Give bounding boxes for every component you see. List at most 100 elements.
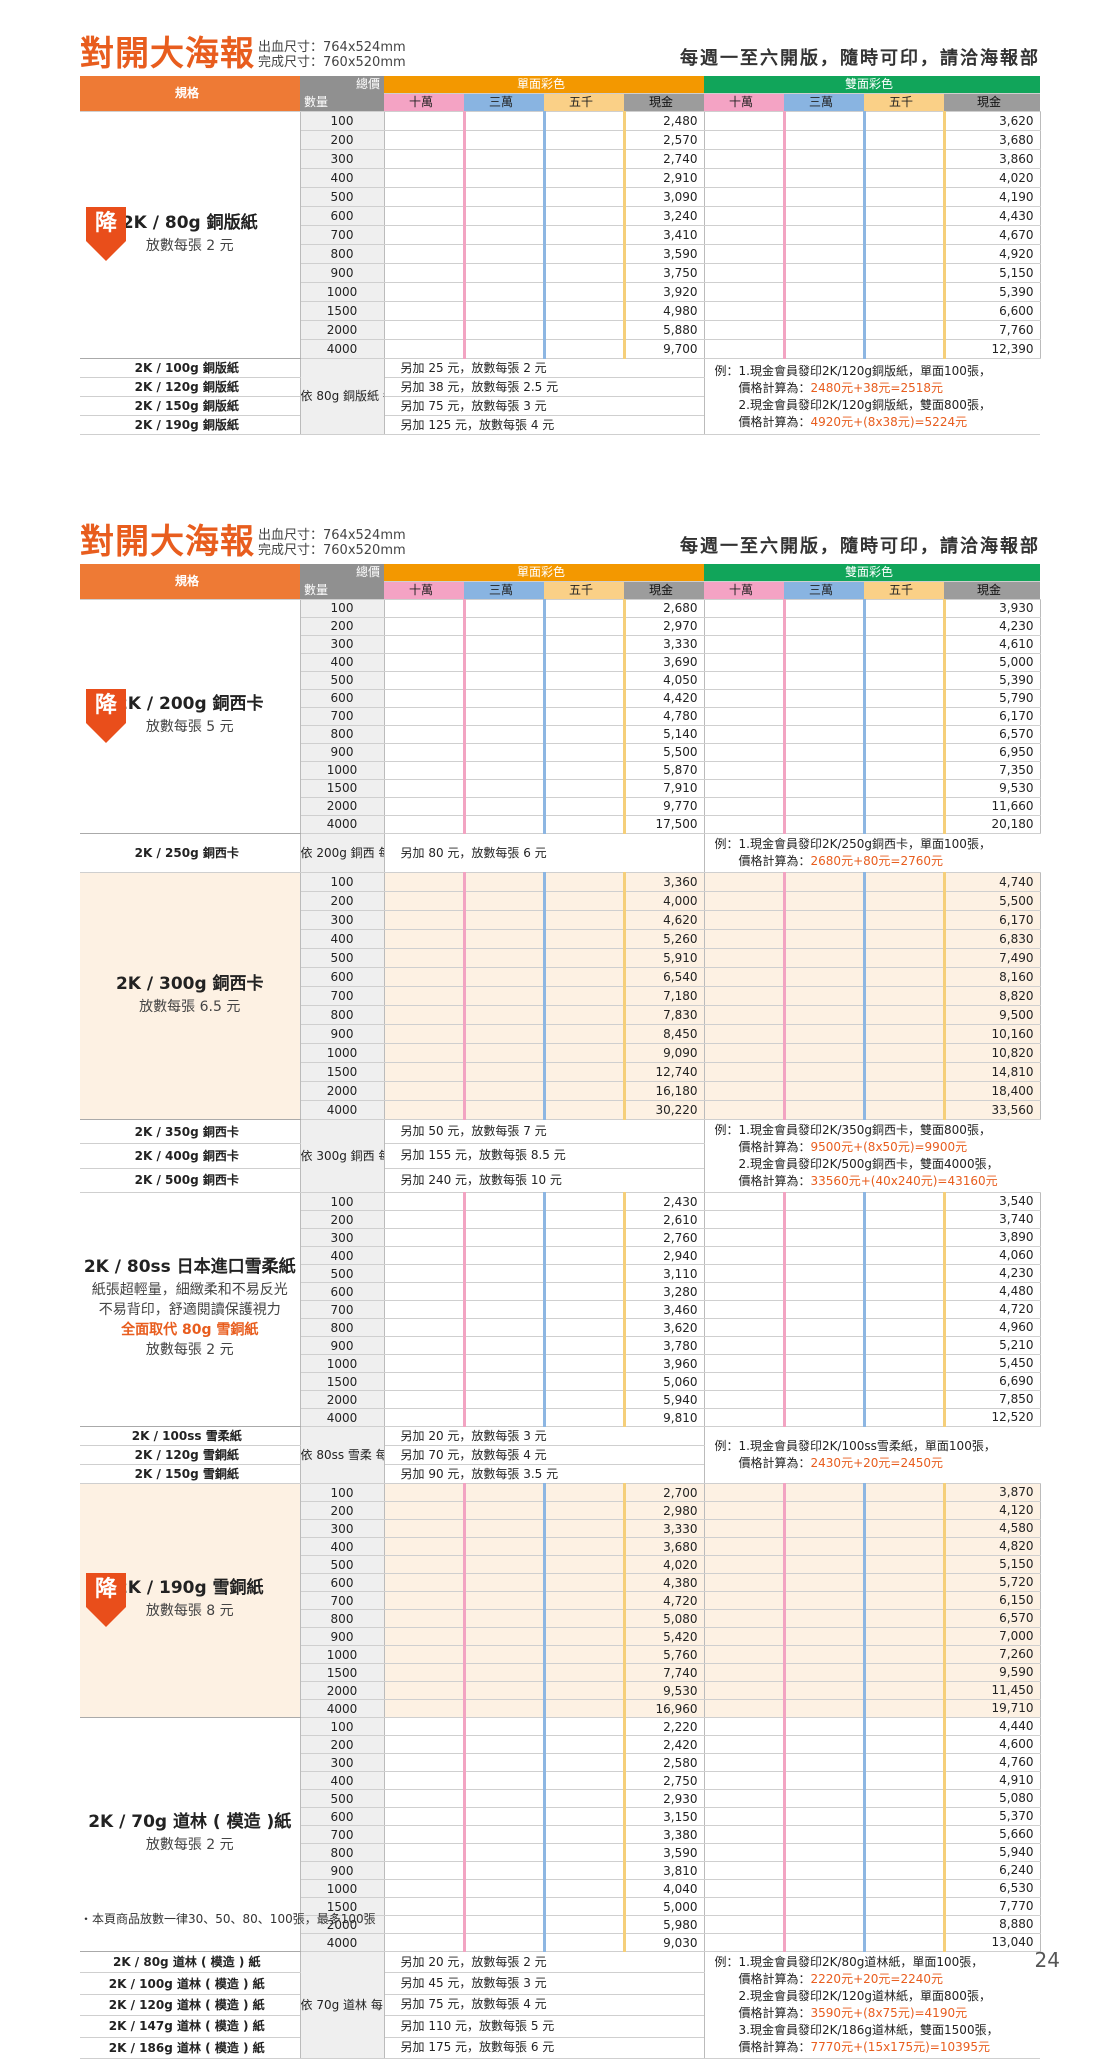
empty-price-cell [784, 1372, 866, 1391]
table-row: 600 4,380 5,720 [80, 1573, 1041, 1592]
empty-price-cell [784, 1264, 866, 1283]
double-cash-price: 7,770 [943, 1897, 1041, 1916]
empty-price-cell [544, 1645, 626, 1664]
empty-price-cell [544, 206, 626, 226]
empty-price-cell [464, 1645, 546, 1664]
empty-price-cell [864, 320, 946, 340]
empty-price-cell [784, 1753, 866, 1772]
empty-price-cell [784, 1897, 866, 1916]
empty-price-cell [784, 1043, 866, 1063]
empty-price-cell [464, 1915, 546, 1934]
empty-price-cell [544, 1537, 626, 1556]
example-calc: 例：1.現金會員發印2K/120g銅版紙，單面100張， 價格計算為：2480元… [703, 358, 1041, 435]
double-cash-price: 5,370 [943, 1807, 1041, 1826]
extra-spec-label: 2K / 250g 銅西卡 [80, 833, 301, 873]
double-cash-price: 6,240 [943, 1861, 1041, 1880]
empty-price-cell [784, 872, 866, 892]
table-row: 1500 7,910 9,530 [80, 779, 1041, 798]
empty-price-cell [384, 1483, 466, 1502]
table-row: 4000 16,960 19,710 [80, 1699, 1041, 1718]
quantity-cell: 300 [299, 1228, 385, 1247]
empty-price-cell [384, 339, 466, 359]
extra-row: 2K / 120g 雪銅紙 另加 70 元，放數每張 4 元 [80, 1445, 1040, 1465]
single-cash-price: 30,220 [623, 1100, 705, 1120]
empty-price-cell [864, 1933, 946, 1952]
empty-price-cell [384, 1609, 466, 1628]
empty-price-cell [464, 1861, 546, 1880]
header-30k: 三萬 [784, 581, 865, 600]
extra-price-text: 另加 20 元，放數每張 2 元 [384, 1951, 705, 1974]
empty-price-cell [704, 1609, 786, 1628]
empty-price-cell [864, 1100, 946, 1120]
empty-price-cell [464, 282, 546, 302]
extra-spec-label: 2K / 150g 雪銅紙 [80, 1464, 301, 1484]
table-row: 4000 9,700 12,390 [80, 339, 1041, 359]
example-text: 例：1.現金會員發印2K/250g銅西卡，單面100張， [714, 837, 991, 851]
empty-price-cell [864, 225, 946, 245]
single-cash-price: 2,980 [623, 1501, 705, 1520]
down-arrow-icon [86, 722, 126, 743]
empty-price-cell [544, 1753, 626, 1772]
empty-price-cell [544, 282, 626, 302]
empty-price-cell [544, 1825, 626, 1844]
empty-price-cell [544, 1807, 626, 1826]
empty-price-cell [464, 1627, 546, 1646]
empty-price-cell [464, 1282, 546, 1301]
empty-price-cell [704, 929, 786, 949]
table-row: 降 2K / 80g 銅版紙 放數每張 2 元 100 2,480 3,620 [80, 111, 1041, 359]
empty-price-cell [384, 1192, 466, 1211]
single-cash-price: 9,700 [623, 339, 705, 359]
empty-price-cell [704, 1627, 786, 1646]
empty-price-cell [544, 1081, 626, 1101]
double-cash-price: 19,710 [943, 1699, 1041, 1718]
spec-desc: 放數每張 6.5 元 [139, 998, 241, 1015]
empty-price-cell [784, 320, 866, 340]
single-cash-price: 5,140 [623, 725, 705, 744]
size-info: 出血尺寸：764x524mm 完成尺寸：760x520mm [258, 40, 406, 70]
empty-price-cell [544, 761, 626, 780]
empty-price-cell [864, 1372, 946, 1391]
empty-price-cell [384, 1264, 466, 1283]
empty-price-cell [544, 1789, 626, 1808]
table-row: 200 2,610 3,740 [80, 1210, 1041, 1229]
single-cash-price: 3,680 [623, 1537, 705, 1556]
single-cash-price: 5,760 [623, 1645, 705, 1664]
empty-price-cell [704, 1483, 786, 1502]
empty-price-cell [544, 1062, 626, 1082]
single-cash-price: 3,280 [623, 1282, 705, 1301]
empty-price-cell [784, 986, 866, 1006]
quantity-cell: 4000 [299, 1933, 385, 1952]
empty-price-cell [704, 339, 786, 359]
double-cash-price: 4,120 [943, 1501, 1041, 1520]
empty-price-cell [544, 1555, 626, 1574]
empty-price-cell [784, 707, 866, 726]
empty-price-cell [864, 1807, 946, 1826]
empty-price-cell [784, 910, 866, 930]
empty-price-cell [704, 1789, 786, 1808]
empty-price-cell [704, 872, 786, 892]
empty-price-cell [464, 617, 546, 636]
page-number: 24 [1034, 1948, 1060, 1972]
table-row: 200 2,970 4,230 [80, 617, 1041, 636]
table-row: 200 2,570 3,680 [80, 130, 1041, 150]
single-cash-price: 3,240 [623, 206, 705, 226]
empty-price-cell [544, 225, 626, 245]
empty-price-cell [784, 1501, 866, 1520]
empty-price-cell [464, 339, 546, 359]
empty-price-cell [784, 1861, 866, 1880]
extra-row: 2K / 80g 道林 ( 模造 ) 紙依 70g 道林 每 100 張另加 2… [80, 1951, 1041, 2059]
quantity-cell: 600 [299, 206, 385, 226]
empty-price-cell [544, 320, 626, 340]
empty-price-cell [544, 635, 626, 654]
quantity-cell: 800 [299, 725, 385, 744]
single-cash-price: 3,330 [623, 635, 705, 654]
single-cash-price: 2,910 [623, 168, 705, 188]
empty-price-cell [704, 1081, 786, 1101]
table-row: 600 3,280 4,480 [80, 1282, 1041, 1301]
empty-price-cell [544, 1735, 626, 1754]
table-row: 900 3,780 5,210 [80, 1336, 1041, 1355]
table-row: 1000 5,760 7,260 [80, 1645, 1041, 1664]
empty-price-cell [784, 1879, 866, 1898]
empty-price-cell [704, 1210, 786, 1229]
double-cash-price: 5,150 [943, 263, 1041, 283]
